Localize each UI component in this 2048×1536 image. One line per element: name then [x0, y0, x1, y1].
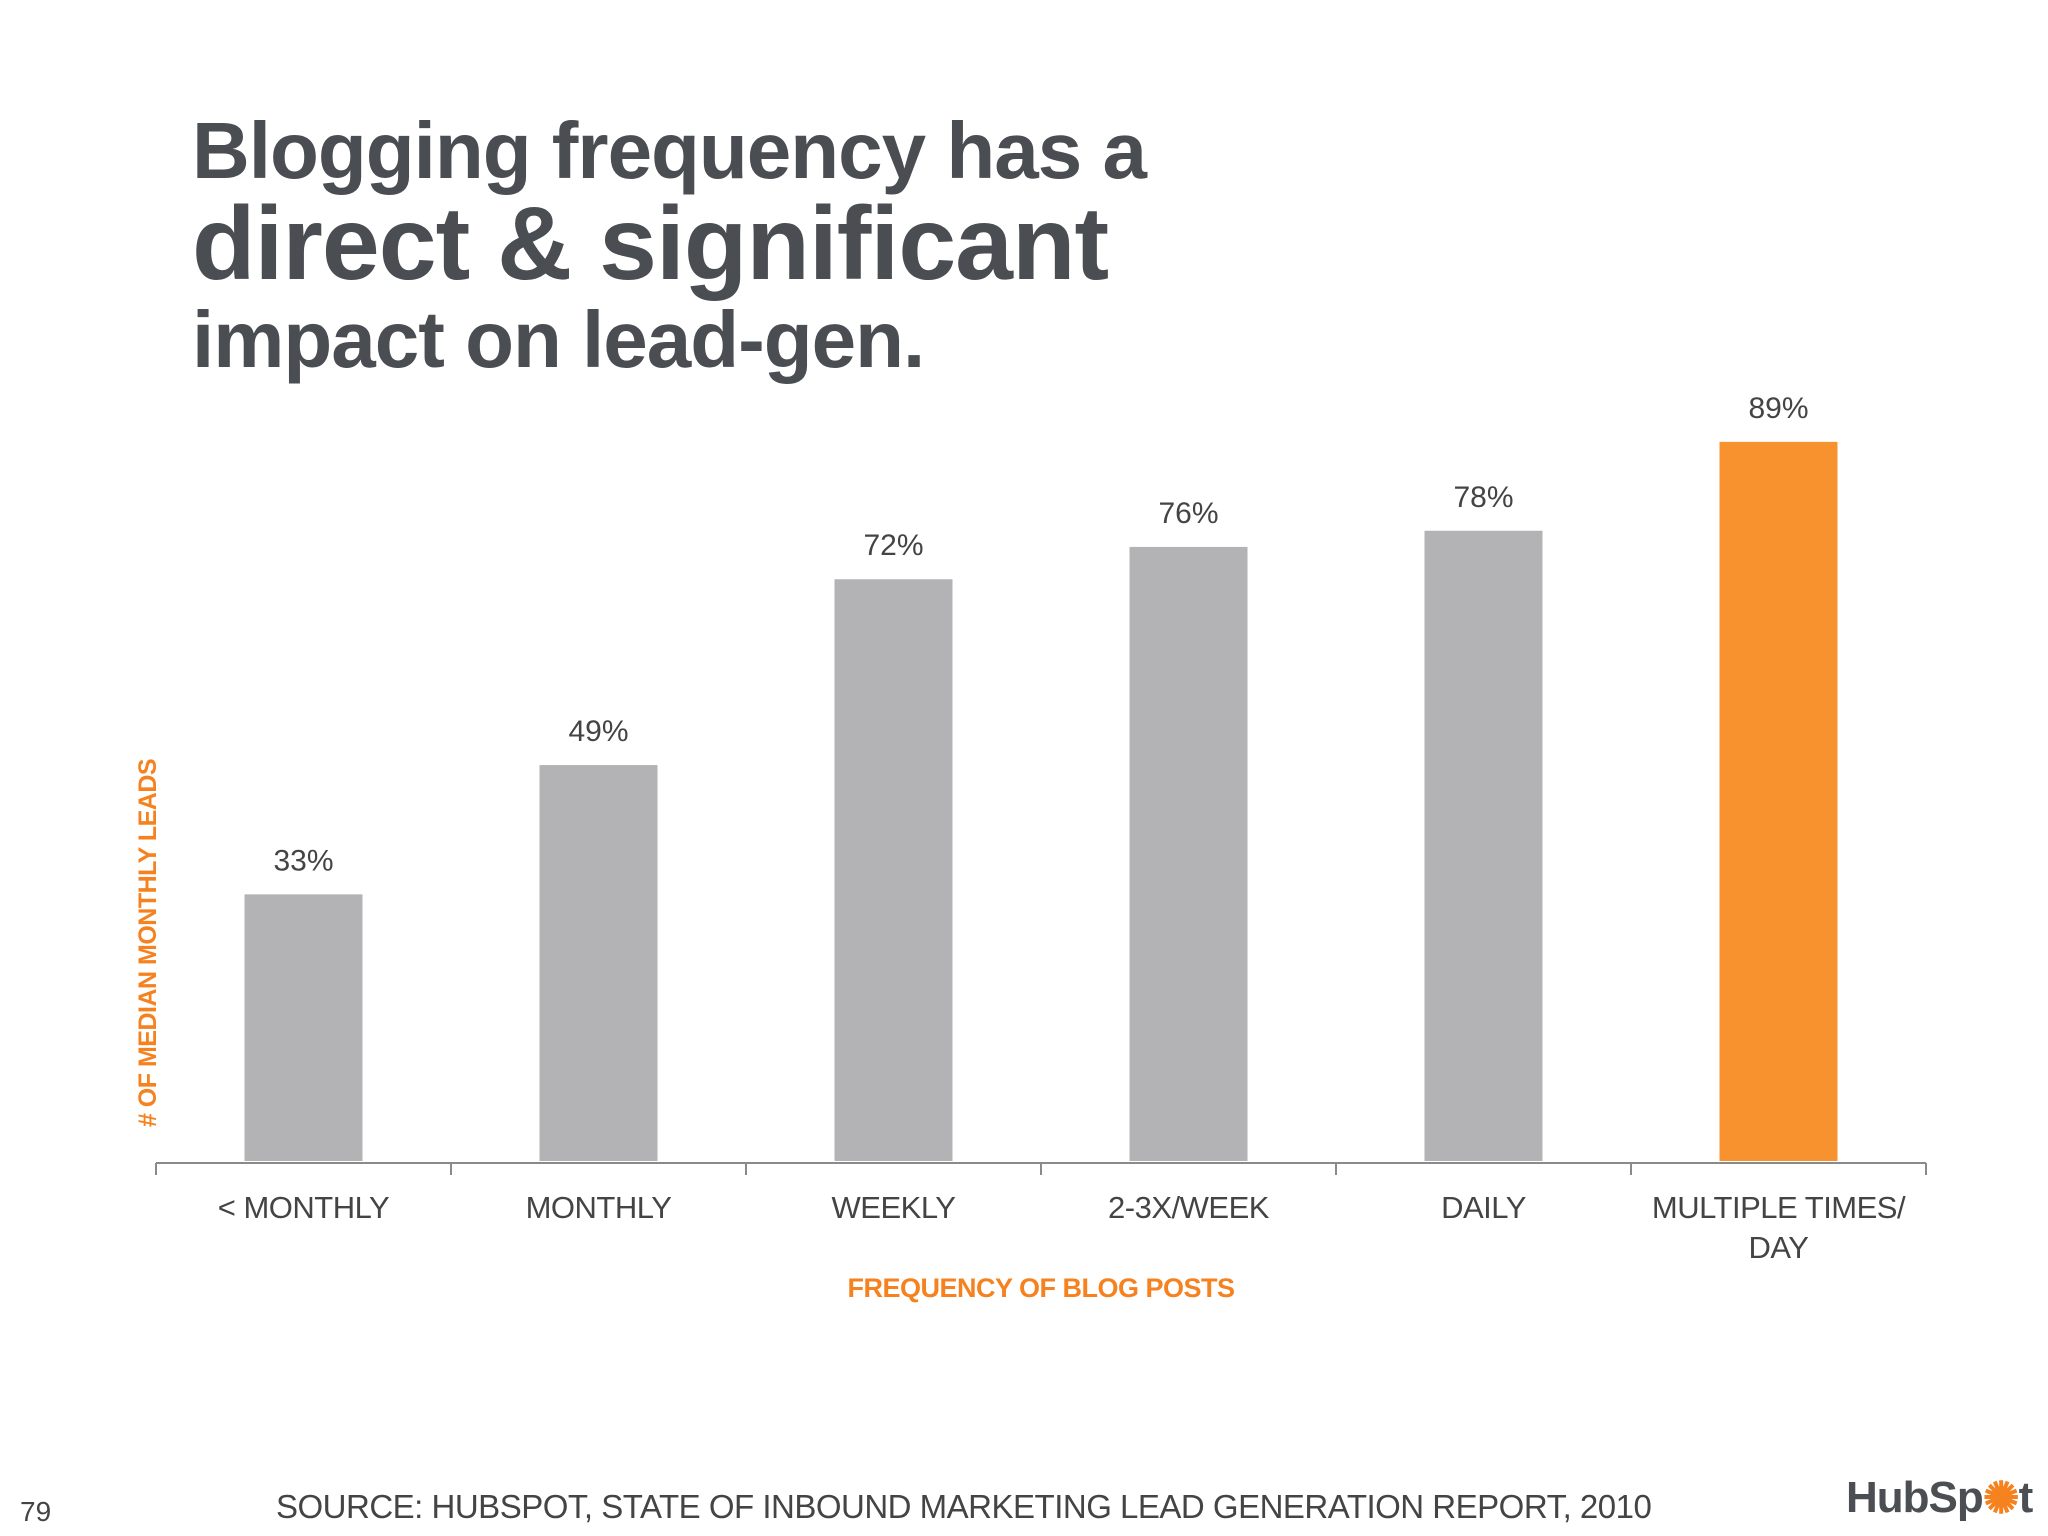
- data-label-1: 49%: [568, 715, 628, 748]
- logo-text-end: t: [2018, 1473, 2034, 1522]
- data-label-0: 33%: [273, 844, 333, 877]
- category-label-1: MONTHLY: [526, 1190, 672, 1225]
- title-line-2: direct & significant: [192, 186, 1109, 302]
- slide-title: Blogging frequency has a direct & signif…: [192, 106, 1147, 386]
- bar-0: [244, 894, 363, 1161]
- title-line-3: impact on lead-gen.: [192, 295, 925, 384]
- bar-3: [1129, 546, 1248, 1161]
- bar-4: [1424, 530, 1543, 1161]
- category-label-0: < MONTHLY: [218, 1190, 389, 1225]
- data-label-4: 78%: [1453, 481, 1513, 514]
- category-label-5-line-1: DAY: [1749, 1230, 1809, 1265]
- y-axis-title: # OF MEDIAN MONTHLY LEADS: [134, 759, 162, 1127]
- data-label-5: 89%: [1748, 392, 1808, 425]
- category-label-3: 2-3X/WEEK: [1108, 1190, 1270, 1225]
- category-label-5: MULTIPLE TIMES/: [1652, 1190, 1906, 1225]
- title-line-1: Blogging frequency has a: [192, 106, 1147, 195]
- logo-text-start: HubSp: [1846, 1473, 1984, 1522]
- x-axis-title: FREQUENCY OF BLOG POSTS: [847, 1273, 1234, 1303]
- source-note: SOURCE: HUBSPOT, STATE OF INBOUND MARKET…: [276, 1488, 1652, 1525]
- category-label-2: WEEKLY: [832, 1190, 956, 1225]
- data-label-2: 72%: [863, 529, 923, 562]
- sprocket-icon: ✺: [1982, 1473, 2020, 1523]
- category-label-4: DAILY: [1441, 1190, 1526, 1225]
- data-label-3: 76%: [1158, 497, 1218, 530]
- bar-2: [834, 579, 953, 1161]
- bar-1: [539, 765, 658, 1161]
- hubspot-logo: HubSp ✺ t: [1846, 1466, 2036, 1530]
- page-number: 79: [20, 1496, 52, 1527]
- bar-5: [1719, 441, 1838, 1161]
